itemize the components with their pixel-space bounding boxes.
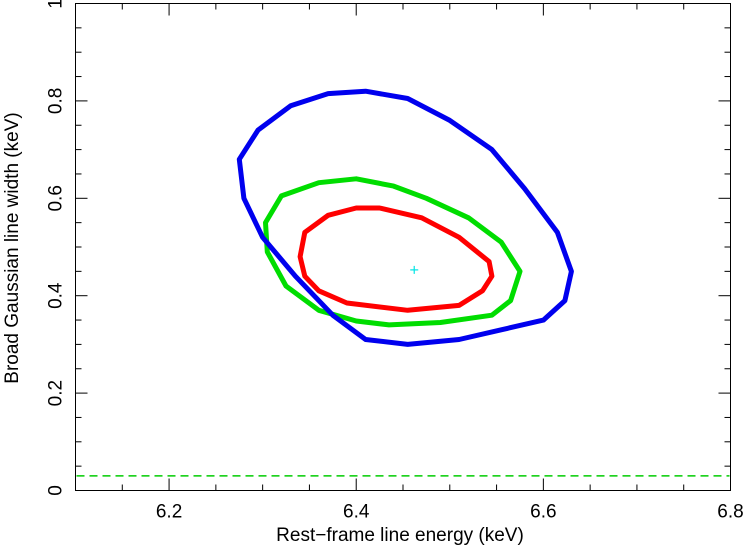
confidence-contour-3: [236, 88, 574, 347]
y-tick-labels: 0 0.2 0.4 0.6 0.8 1: [46, 0, 67, 496]
best-fit-marker: [410, 265, 419, 274]
x-tick-label: 6.4: [343, 502, 370, 523]
y-tick-label: 0.2: [46, 380, 67, 406]
confidence-contour-2: [263, 176, 523, 328]
x-tick-label: 6.8: [717, 502, 743, 523]
x-axis-label: Rest−frame line energy (keV): [276, 525, 524, 546]
y-axis-label: Broad Gaussian line width (keV): [2, 112, 23, 383]
contours: [236, 88, 574, 347]
y-tick-label: 1: [46, 0, 67, 9]
x-tick-label: 6.2: [156, 502, 182, 523]
y-tick-label: 0.6: [46, 185, 67, 211]
confidence-contour-1: [297, 205, 495, 313]
plot-frame: [75, 3, 731, 491]
x-tick-labels: 6.2 6.4 6.6 6.8: [156, 502, 744, 523]
y-tick-label: 0: [46, 485, 67, 496]
y-tick-label: 0.8: [46, 88, 67, 114]
x-tick-label: 6.6: [530, 502, 556, 523]
y-tick-label: 0.4: [46, 282, 67, 309]
axis-ticks: [75, 3, 731, 491]
